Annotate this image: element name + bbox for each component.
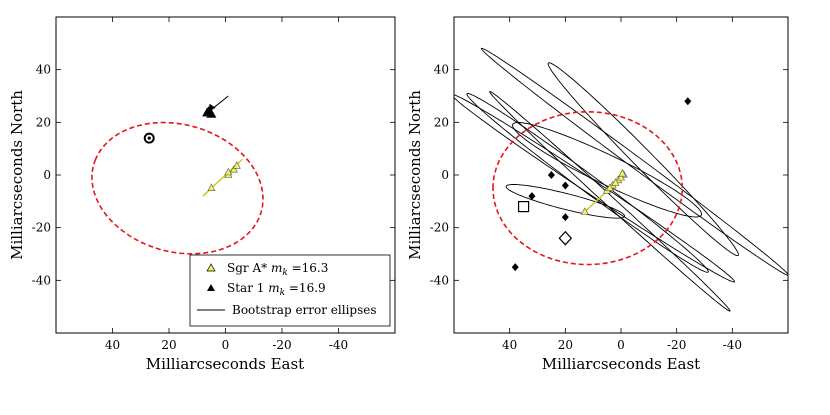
y-tick-label: 40	[36, 63, 51, 77]
x-tick-label: -20	[667, 338, 686, 352]
sgr-point	[207, 183, 216, 191]
diamond-point	[561, 181, 569, 190]
right-panel: 40 20 0 -20 -40 40 20 0 -20 -40 Milliarcseconds E…	[406, 16, 789, 373]
x-tick-label: -40	[329, 338, 348, 352]
x-tick-label: 20	[161, 338, 176, 352]
sgr-point	[229, 165, 238, 173]
y-tick-label: 20	[434, 115, 449, 129]
sgr-point	[224, 167, 233, 176]
star-point	[202, 107, 213, 117]
sgr-point	[611, 178, 620, 186]
bootstrap-error-ellipse	[480, 47, 788, 276]
x-tick-label: -40	[723, 338, 742, 352]
diamond-point	[684, 97, 692, 106]
sgr-point	[618, 169, 627, 177]
legend-star-name: Star 1	[227, 281, 268, 295]
diamond-point	[561, 213, 569, 222]
left-panel: 40 20 0 -20 -40 40 20 0 -20 -40 Milliarcseconds E…	[8, 16, 396, 373]
diamond-point	[511, 263, 519, 272]
y-tick-label: 0	[441, 168, 449, 182]
legend-star-m: m	[268, 281, 279, 295]
y-tick-label: 20	[36, 115, 51, 129]
x-tick-label: 40	[105, 338, 120, 352]
x-tick-label: 0	[617, 338, 625, 352]
bootstrap-error-ellipse	[505, 184, 625, 219]
bootstrap-error-ellipse	[466, 93, 709, 273]
sgr-point	[616, 173, 626, 181]
sgr-point	[605, 183, 614, 191]
bootstrap-error-ellipse	[454, 94, 735, 283]
x-tick-label: 0	[222, 338, 230, 352]
left-plot-area	[91, 95, 264, 255]
left-ticks: 40 20 0 -20 -40 40 20 0 -20 -40	[32, 17, 395, 352]
y-tick-label: -20	[430, 221, 449, 235]
red-dashed-ellipse	[492, 110, 683, 266]
bootstrap-error-ellipse	[512, 122, 703, 218]
right-x-axis-title: Milliarcseconds East	[542, 355, 700, 373]
x-tick-label: 20	[558, 338, 573, 352]
sgr-point	[232, 161, 241, 169]
legend-marker-sgr-triangle	[206, 263, 216, 272]
legend-star-value: =16.9	[285, 281, 326, 295]
diamond-point	[547, 171, 555, 179]
legend-sgr-sub: k	[282, 268, 287, 278]
legend-label-sgr: Sgr A* mk =16.3	[227, 261, 328, 278]
left-y-axis-title: Milliarcseconds North	[8, 90, 26, 260]
y-tick-label: 40	[434, 63, 449, 77]
legend-box	[189, 254, 391, 327]
y-tick-label: -40	[32, 273, 51, 287]
legend-sgr-value: =16.3	[288, 261, 329, 275]
open-circle-center	[147, 136, 151, 140]
open-square-point	[517, 201, 530, 213]
legend-label-ellipses: Bootstrap error ellipses	[232, 303, 377, 317]
left-x-axis-title: Milliarcseconds East	[146, 355, 304, 373]
right-y-axis-title: Milliarcseconds North	[406, 90, 424, 260]
bootstrap-error-ellipse	[489, 91, 731, 312]
red-dashed-ellipse	[91, 121, 264, 255]
diamond-point	[528, 192, 536, 201]
bootstrap-error-ellipse	[547, 62, 739, 257]
legend-sgr-m: m	[271, 261, 282, 275]
legend: Sgr A* mk =16.3 Star 1 mk =16.9 Bootstra…	[189, 254, 391, 327]
sgr-point	[580, 207, 589, 215]
x-tick-label: 40	[502, 338, 517, 352]
right-ticks: 40 20 0 -20 -40 40 20 0 -20 -40	[430, 17, 788, 352]
y-tick-label: -20	[32, 221, 51, 235]
legend-label-star: Star 1 mk =16.9	[227, 281, 326, 298]
right-plot-area	[454, 47, 788, 312]
y-tick-label: -40	[430, 273, 449, 287]
y-tick-label: 0	[43, 168, 51, 182]
legend-sgr-name: Sgr A*	[227, 261, 271, 275]
legend-star-sub: k	[280, 288, 285, 298]
x-tick-label: -20	[272, 338, 291, 352]
open-diamond-point	[558, 230, 573, 246]
legend-marker-star-triangle	[207, 284, 215, 291]
